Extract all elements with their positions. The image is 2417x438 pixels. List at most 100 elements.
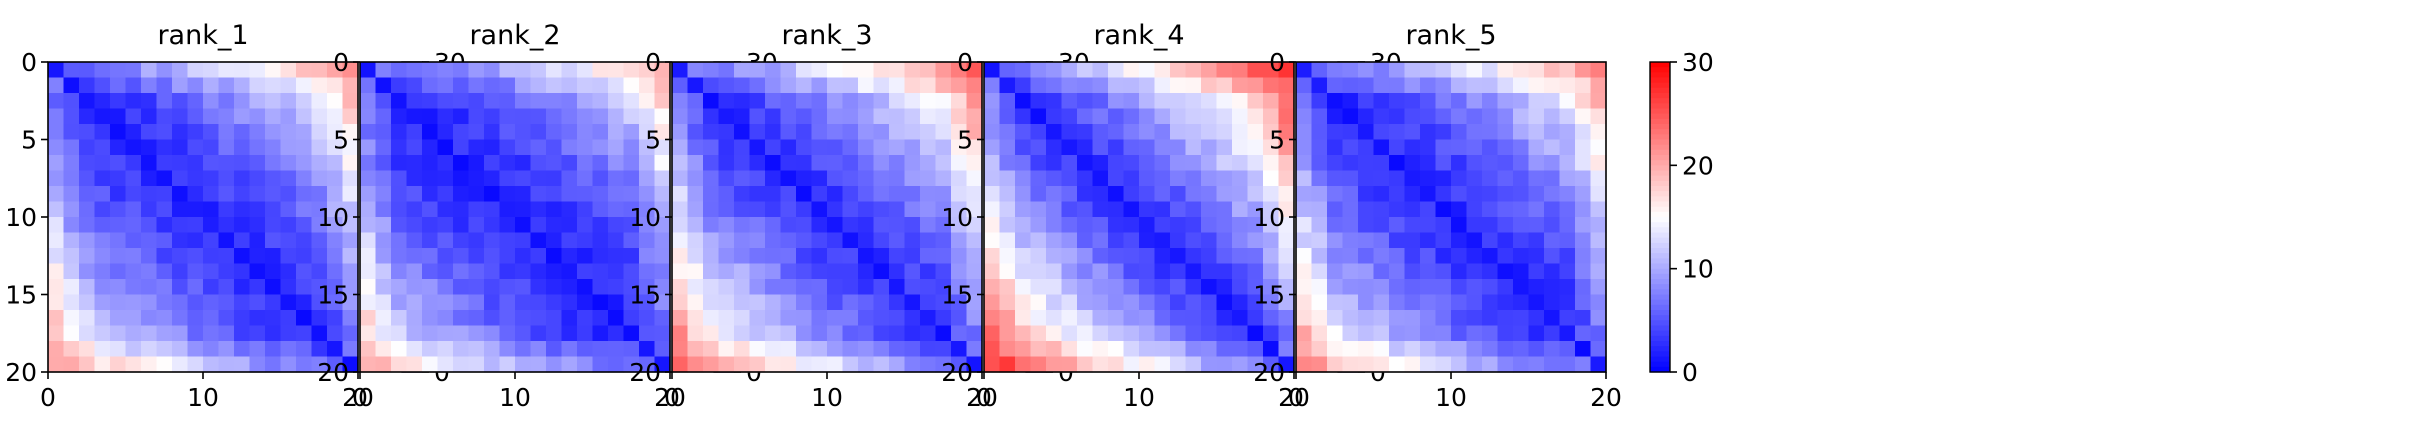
heatmap-cell — [1154, 356, 1171, 373]
heatmap-cell — [1358, 263, 1375, 280]
heatmap-cell — [1185, 356, 1202, 373]
heatmap-cell — [1296, 294, 1313, 311]
heatmap-cell — [530, 186, 547, 203]
heatmap-cell — [951, 108, 968, 125]
heatmap-cell — [1092, 263, 1109, 280]
heatmap-cell — [1030, 341, 1047, 358]
heatmap-cell — [842, 263, 859, 280]
heatmap-cell — [1154, 77, 1171, 94]
heatmap-cell — [296, 248, 313, 265]
heatmap-cell — [577, 294, 594, 311]
colorbar-tick-label: 0 — [1682, 358, 1698, 387]
heatmap-cell — [1420, 217, 1437, 234]
heatmap-cell — [703, 356, 720, 373]
colorbar-segment — [1650, 170, 1670, 177]
heatmap-cell — [1544, 108, 1561, 125]
heatmap-cell — [1201, 155, 1218, 172]
heatmap-cell — [1030, 279, 1047, 296]
heatmap-cell — [1030, 201, 1047, 218]
heatmap-cell — [1358, 108, 1375, 125]
heatmap-cell — [342, 263, 359, 280]
heatmap-cell — [749, 124, 766, 141]
heatmap-cell — [703, 108, 720, 125]
heatmap-cell — [780, 93, 797, 110]
heatmap-cell — [1092, 232, 1109, 249]
heatmap-cell — [1544, 124, 1561, 141]
heatmap-cell — [265, 217, 282, 234]
heatmap-cell — [873, 356, 890, 373]
heatmap-cell — [342, 155, 359, 172]
heatmap-cell — [156, 77, 173, 94]
heatmap-cell — [577, 232, 594, 249]
heatmap-cell — [1358, 124, 1375, 141]
heatmap-cell — [187, 108, 204, 125]
heatmap-cell — [935, 155, 952, 172]
heatmap-cell — [608, 139, 625, 156]
heatmap-cell — [1513, 294, 1530, 311]
heatmap-cell — [1466, 77, 1483, 94]
heatmap-cell — [453, 248, 470, 265]
heatmap-cell — [1201, 294, 1218, 311]
heatmap-cell — [156, 232, 173, 249]
heatmap-cell — [734, 170, 751, 187]
heatmap-cell — [639, 341, 656, 358]
heatmap-cell — [1201, 217, 1218, 234]
heatmap-cell — [327, 124, 344, 141]
heatmap-cell — [749, 155, 766, 172]
heatmap-cell — [499, 77, 516, 94]
heatmap-cell — [1435, 108, 1452, 125]
heatmap-cell — [1092, 108, 1109, 125]
colorbar-segment — [1650, 268, 1670, 275]
heatmap-cell — [1278, 217, 1295, 234]
heatmap-cell — [218, 139, 235, 156]
heatmap-cell — [1358, 279, 1375, 296]
heatmap-cell — [437, 186, 454, 203]
heatmap-cell — [935, 341, 952, 358]
heatmap-cell — [63, 279, 80, 296]
heatmap-cell — [1263, 294, 1280, 311]
heatmap-cell — [608, 341, 625, 358]
heatmap-cell — [1575, 217, 1592, 234]
heatmap-cell — [1575, 294, 1592, 311]
heatmap-cell — [1327, 356, 1344, 373]
heatmap-cell — [1451, 279, 1468, 296]
heatmap-cell — [453, 77, 470, 94]
heatmap-cell — [1123, 201, 1140, 218]
heatmap-cell — [1497, 139, 1514, 156]
colorbar-segment — [1650, 118, 1670, 125]
heatmap-cell — [1201, 170, 1218, 187]
heatmap-cell — [1030, 248, 1047, 265]
heatmap-cell — [1373, 62, 1390, 79]
heatmap-cell — [1513, 155, 1530, 172]
heatmap-cell — [1201, 124, 1218, 141]
heatmap-cell — [904, 108, 921, 125]
heatmap-cell — [172, 124, 189, 141]
heatmap-cell — [1077, 77, 1094, 94]
heatmap-cell — [391, 201, 408, 218]
heatmap-cell — [577, 77, 594, 94]
heatmap-cell — [515, 232, 532, 249]
heatmap-cell — [1590, 232, 1607, 249]
heatmap-cell — [360, 201, 377, 218]
heatmap-cell — [1263, 263, 1280, 280]
heatmap-cell — [1451, 93, 1468, 110]
heatmap-cell — [375, 325, 392, 342]
heatmap-cell — [920, 217, 937, 234]
x-tick-label: 20 — [342, 383, 374, 412]
heatmap-cell — [391, 155, 408, 172]
heatmap-cell — [1435, 263, 1452, 280]
heatmap-cell — [280, 263, 297, 280]
heatmap-cell — [1466, 263, 1483, 280]
heatmap-cell — [218, 248, 235, 265]
heatmap-cell — [342, 294, 359, 311]
heatmap-cell — [623, 77, 640, 94]
heatmap-cell — [515, 263, 532, 280]
heatmap-cell — [842, 155, 859, 172]
x-tick-label: 20 — [966, 383, 998, 412]
heatmap-cell — [1482, 263, 1499, 280]
heatmap-cell — [203, 186, 220, 203]
heatmap-cell — [1327, 77, 1344, 94]
heatmap-cell — [687, 325, 704, 342]
heatmap-cell — [1466, 108, 1483, 125]
heatmap-cell — [218, 93, 235, 110]
